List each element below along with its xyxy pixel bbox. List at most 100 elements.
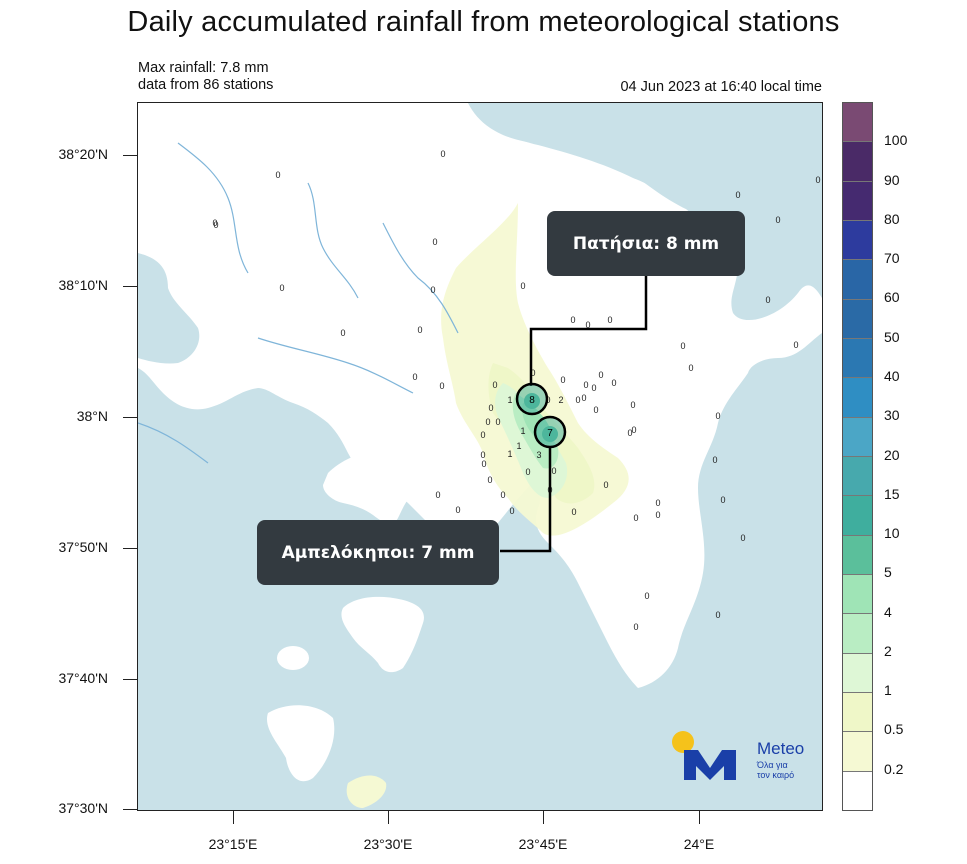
station-value: 0 [440,149,445,159]
legend-cell [843,653,872,693]
lon-label: 24°E [683,836,715,852]
lon-label: 23°15'E [208,836,258,852]
station-value: 0 [680,341,685,351]
legend-cell [843,771,872,810]
station-value: 0 [598,370,603,380]
lat-tick [123,679,137,680]
station-value: 0 [492,380,497,390]
meteo-logo: Meteo Όλα για τον καιρό [670,728,820,788]
legend-label: 0.5 [884,721,904,738]
station-value: 0 [509,506,514,516]
station-value: 0 [740,533,745,543]
station-value: 0 [495,417,500,427]
station-value: 1 [520,426,525,436]
station-value: 0 [500,490,505,500]
lat-tick [123,417,137,418]
lon-tick [388,810,389,824]
aegina-island [341,596,424,673]
station-value: 3 [536,450,541,460]
max-rainfall-text: Max rainfall: 7.8 mm [138,60,269,76]
lat-tick [123,286,137,287]
stations-count-text: data from 86 stations [138,77,274,93]
station-value: 0 [412,372,417,382]
ampelokipoi-connector [500,446,552,553]
station-value: 0 [430,285,435,295]
station-value: 0 [688,363,693,373]
legend-cell [843,338,872,379]
station-value: 0 [581,393,586,403]
legend-cell [843,614,872,654]
legend-cell [843,496,872,536]
station-value: 0 [530,368,535,378]
station-value: 0 [583,380,588,390]
station-value: 0 [432,237,437,247]
legend-label: 1 [884,682,892,699]
west-bay [138,253,200,364]
logo-slogan-1: Όλα για [756,760,788,770]
station-value: 0 [593,405,598,415]
legend-label: 40 [884,367,900,384]
legend-label: 50 [884,328,900,345]
station-value: 0 [275,170,280,180]
station-value: 0 [765,295,770,305]
station-value: 0 [611,378,616,388]
river-4 [257,337,414,394]
island-bottom [346,775,387,808]
legend-label: 80 [884,210,900,227]
patisia-callout: Πατήσια: 8 mm [547,211,745,276]
poros-island [267,705,335,782]
legend-cell [843,299,872,339]
station-value: 0 [279,283,284,293]
legend-label: 90 [884,171,900,188]
station-value: 2 [558,395,563,405]
lon-label: 23°45'E [518,836,568,852]
legend-cell [843,417,872,457]
legend-cell [843,103,872,143]
legend-label: 30 [884,407,900,424]
ampelokipoi-station-ring [533,415,567,449]
station-value: 0 [775,215,780,225]
station-value: 1 [507,395,512,405]
legend-label: 70 [884,250,900,267]
station-value: 0 [212,218,217,228]
lat-label: 38°10'N [58,277,108,293]
station-value: 0 [644,591,649,601]
lon-tick [543,810,544,824]
station-value: 0 [712,455,717,465]
river-5 [138,422,209,464]
station-value: 0 [655,510,660,520]
station-value: 0 [487,475,492,485]
callout-lines [500,273,648,553]
legend-label: 2 [884,642,892,659]
station-value: 0 [571,507,576,517]
legend-cell [843,181,872,221]
rivers [138,142,459,464]
station-value: 0 [485,417,490,427]
legend-label: 5 [884,564,892,581]
station-value: 0 [488,403,493,413]
legend-label: 0.2 [884,760,904,777]
legend-label: 20 [884,446,900,463]
station-value: 0 [551,466,556,476]
ampelokipoi-station-value: 7 [547,428,553,439]
legend-label: 15 [884,485,900,502]
station-value: 0 [735,190,740,200]
legend-cell [843,378,872,418]
station-value: 0 [520,281,525,291]
logo-name: Meteo [757,739,804,758]
station-value: 0 [480,430,485,440]
lat-label: 37°40'N [58,670,108,686]
lat-label: 37°30'N [58,800,108,816]
station-value: 0 [455,505,460,515]
legend-label: 10 [884,525,900,542]
legend-cell [843,692,872,733]
legend-cell [843,142,872,182]
rain-area-0.2 [441,203,629,536]
station-value: 0 [417,325,422,335]
station-value: 0 [720,495,725,505]
ampelokipoi-callout: Αμπελόκηποι: 7 mm [257,520,499,585]
map-meta-left: Max rainfall: 7.8 mm data from 86 statio… [138,60,273,94]
station-value: 0 [633,622,638,632]
